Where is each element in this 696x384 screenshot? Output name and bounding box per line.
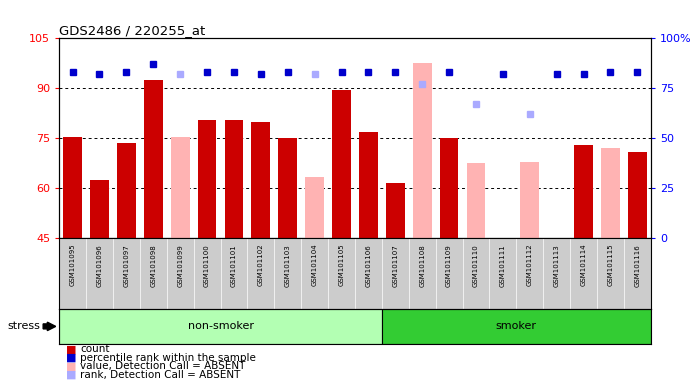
Bar <box>117 143 136 238</box>
Text: GSM101105: GSM101105 <box>338 244 345 286</box>
Text: stress: stress <box>7 321 40 331</box>
Bar <box>171 137 189 238</box>
Text: non-smoker: non-smoker <box>187 321 253 331</box>
Bar <box>90 180 109 238</box>
Text: GSM101095: GSM101095 <box>70 244 76 286</box>
Bar <box>521 162 539 238</box>
Text: GSM101103: GSM101103 <box>285 244 291 286</box>
Bar <box>144 80 163 238</box>
Text: GSM101101: GSM101101 <box>231 244 237 286</box>
Text: GSM101108: GSM101108 <box>419 244 425 286</box>
Bar <box>628 152 647 238</box>
Text: ■: ■ <box>66 344 77 354</box>
Bar <box>574 145 593 238</box>
Bar <box>382 309 651 344</box>
Bar <box>386 183 404 238</box>
Text: GSM101109: GSM101109 <box>446 244 452 286</box>
Bar <box>413 63 432 238</box>
Text: GDS2486 / 220255_at: GDS2486 / 220255_at <box>59 24 205 37</box>
Bar <box>306 177 324 238</box>
Text: value, Detection Call = ABSENT: value, Detection Call = ABSENT <box>80 361 246 371</box>
Text: ■: ■ <box>66 370 77 380</box>
Text: ■: ■ <box>66 353 77 363</box>
Text: GSM101111: GSM101111 <box>500 244 506 286</box>
Bar <box>198 120 216 238</box>
Text: percentile rank within the sample: percentile rank within the sample <box>80 353 256 363</box>
Text: GSM101116: GSM101116 <box>634 244 640 286</box>
Text: GSM101112: GSM101112 <box>527 244 532 286</box>
Text: rank, Detection Call = ABSENT: rank, Detection Call = ABSENT <box>80 370 240 380</box>
Bar <box>601 172 620 238</box>
Text: GSM101100: GSM101100 <box>204 244 210 286</box>
Bar <box>359 132 378 238</box>
Text: ■: ■ <box>66 361 77 371</box>
Bar <box>278 138 297 238</box>
Bar <box>63 137 82 238</box>
Text: smoker: smoker <box>496 321 537 331</box>
Bar <box>466 163 485 238</box>
Text: GSM101107: GSM101107 <box>393 244 398 286</box>
Text: count: count <box>80 344 109 354</box>
Text: GSM101102: GSM101102 <box>258 244 264 286</box>
Text: GSM101114: GSM101114 <box>580 244 587 286</box>
Text: GSM101104: GSM101104 <box>312 244 317 286</box>
Bar <box>332 90 351 238</box>
Text: GSM101099: GSM101099 <box>177 244 183 286</box>
Text: GSM101096: GSM101096 <box>97 244 102 286</box>
Text: GSM101106: GSM101106 <box>365 244 372 286</box>
Text: GSM101115: GSM101115 <box>608 244 613 286</box>
Text: GSM101097: GSM101097 <box>123 244 129 286</box>
Bar <box>440 138 459 238</box>
Text: GSM101113: GSM101113 <box>553 244 560 286</box>
Text: GSM101110: GSM101110 <box>473 244 479 286</box>
Bar <box>59 309 382 344</box>
Bar <box>251 122 270 238</box>
Bar <box>225 120 244 238</box>
Bar <box>601 148 620 238</box>
Text: GSM101098: GSM101098 <box>150 244 157 286</box>
